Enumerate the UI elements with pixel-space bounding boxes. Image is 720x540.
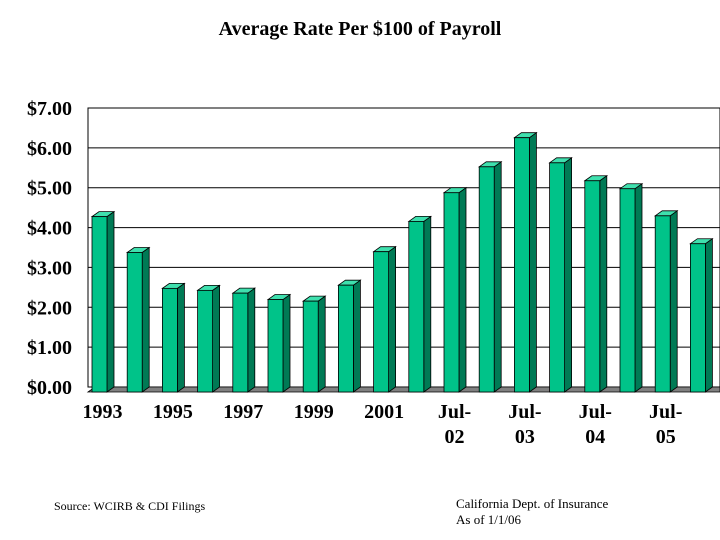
bar-front [91,216,108,393]
bar-side [705,237,713,393]
x-tick-label: Jul- [649,401,682,423]
bar-front [337,284,354,393]
bar [161,282,186,393]
bar [337,279,362,393]
bar-front [584,180,601,393]
bar-side [458,186,467,393]
y-tick-label: $5.00 [27,178,72,200]
bar-front [161,287,178,393]
y-tick-label: $4.00 [27,218,72,240]
bar [372,245,397,393]
x-tick-label: Jul- [579,401,612,423]
x-tick-label: 02 [445,426,465,448]
x-tick-label: Jul- [508,401,541,423]
x-axis-ticks: 1993 1995 1997 1999 2001 Jul- 02 Jul- 03 Jul- 04 Ju… [83,401,683,448]
bar-side [423,215,432,393]
bar-front [478,166,495,393]
y-tick-label: $3.00 [27,257,72,279]
chart-title: Average Rate Per $100 of Payroll [218,18,502,40]
y-tick-label: $7.00 [27,98,72,120]
y-axis-ticks: $0.00 $1.00 $2.00 $3.00 $4.00 $5.00 $6.00 $7.00 [27,98,72,399]
bar [477,161,503,393]
bar-front [514,137,530,393]
bar [125,246,151,393]
bar-front [619,188,636,393]
x-tick-label: 1993 [83,401,123,423]
bar [196,284,221,393]
source-note: Source: WCIRB & CDI Filings [54,499,206,513]
gridlines [87,107,720,388]
bar-front [654,215,671,393]
bar [407,215,433,393]
x-tick-label: 1999 [294,401,334,423]
bar [618,182,644,393]
bar [583,174,609,393]
bar-side [317,295,326,393]
bar-side [388,245,397,393]
bar-side [529,131,537,393]
x-tick-label: 05 [656,426,676,448]
bar-side [493,161,502,393]
bar [301,295,327,393]
bar [442,186,468,393]
bar-side [599,174,608,393]
bar-front [408,221,425,393]
bar-front [690,243,706,393]
bar [231,287,257,393]
bar-front [443,192,460,393]
bar-front [302,300,319,393]
bar-front [232,292,249,393]
bar-side [634,182,643,393]
bar-side [247,287,256,393]
x-tick-label: 1995 [153,401,193,423]
x-tick-label: 2001 [364,401,404,423]
bar-side [282,293,291,393]
bar [266,293,292,393]
x-tick-label: 1997 [223,401,263,423]
bar-front [373,251,390,393]
bar-front [549,162,565,393]
bar [548,157,573,393]
bar-side [176,282,185,393]
bar-front [126,252,143,393]
y-tick-label: $2.00 [27,297,72,319]
x-tick-label: 03 [515,426,535,448]
bar-side [564,157,572,393]
bar [513,131,538,393]
bar-side [106,210,115,393]
bar [90,210,116,393]
credit-line-1: California Dept. of Insurance [456,496,609,511]
credit-note: California Dept. of Insurance As of 1/1/… [456,496,608,528]
bar-front [197,289,214,393]
y-tick-label: $0.00 [27,377,72,399]
bar-side [352,279,361,393]
bar-side [212,284,221,393]
credit-line-2: As of 1/1/06 [456,512,521,527]
bar-side [669,210,678,393]
bar-front [267,299,284,393]
y-tick-label: $1.00 [27,337,72,359]
bar-side [141,246,150,393]
bar [689,237,714,393]
x-tick-label: Jul- [438,401,471,423]
bars [90,131,714,393]
bar [653,210,679,393]
y-tick-label: $6.00 [27,138,72,160]
x-tick-label: 04 [585,426,605,448]
